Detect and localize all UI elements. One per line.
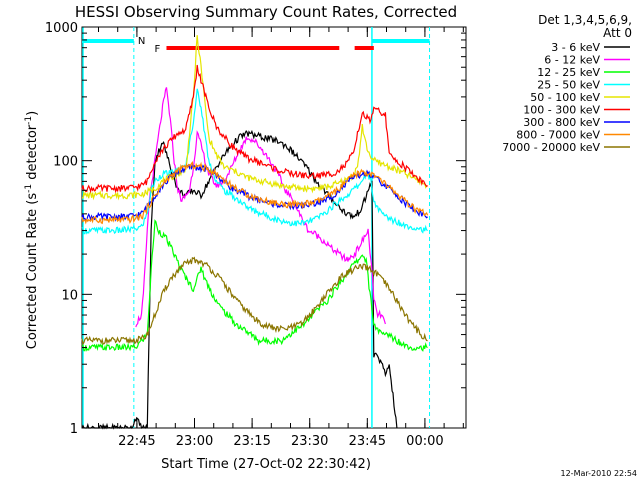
- series-line-s800_7000: [81, 161, 429, 225]
- x-tick-label: 23:45: [349, 434, 386, 449]
- legend-label-s3_6: 3 - 6 keV: [551, 41, 600, 54]
- y-label-sup1: -1: [24, 184, 34, 193]
- flare-marker-label: F: [154, 44, 160, 55]
- y-tick-label: 1: [70, 422, 78, 437]
- y-tick-label: 10: [61, 288, 78, 303]
- x-axis-label: Start Time (27-Oct-02 22:30:42): [161, 457, 371, 472]
- legend-label-s25_50: 25 - 50 keV: [537, 79, 600, 92]
- legend-label-s50_100: 50 - 100 keV: [530, 91, 600, 104]
- axis-ticks: 1 10 100 1000 22:45 23:00 23:15 23:30 23:45 00:00: [45, 21, 466, 449]
- series-lines: [81, 35, 429, 430]
- x-tick-label: 23:00: [176, 434, 213, 449]
- legend-label-s100_300: 100 - 300 keV: [523, 104, 600, 117]
- y-label-end: ): [25, 111, 40, 116]
- y-axis-label: Corrected Count Rate (s-1 detector-1): [24, 111, 40, 349]
- night-marker-label: N: [138, 36, 145, 47]
- legend-label-s800_7000: 800 - 7000 keV: [516, 129, 600, 142]
- x-tick-label: 23:15: [233, 434, 270, 449]
- x-tick-label: 23:30: [291, 434, 328, 449]
- legend-header-detectors: Det 1,3,4,5,6,9,: [538, 13, 632, 27]
- legend-label-s7000_20000: 7000 - 20000 keV: [502, 141, 600, 154]
- legend-label-s6_12: 6 - 12 keV: [544, 54, 600, 67]
- legend-label-s300_800: 300 - 800 keV: [523, 116, 600, 129]
- x-tick-label: 00:00: [406, 434, 443, 449]
- footer-timestamp: 12-Mar-2010 22:54: [561, 469, 638, 478]
- y-label-sup2: -1: [24, 116, 34, 125]
- series-line-s12_25: [81, 219, 428, 352]
- series-line-s3_6: [81, 129, 398, 430]
- series-line-s6_12: [135, 87, 386, 328]
- legend-label-s12_25: 12 - 25 keV: [537, 66, 600, 79]
- y-tick-label: 100: [53, 155, 78, 170]
- series-line-s50_100: [81, 35, 428, 201]
- legend-header-attenuator: Att 0: [603, 26, 632, 40]
- chart-title: HESSI Observing Summary Count Rates, Cor…: [75, 3, 457, 21]
- y-label-mid: detector: [25, 124, 40, 184]
- y-label-main: Corrected Count Rate (s: [25, 193, 40, 350]
- series-line-s100_300: [81, 64, 428, 194]
- x-tick-label: 22:45: [118, 434, 155, 449]
- y-tick-label: 1000: [45, 21, 78, 36]
- observing-markers: NF: [82, 27, 431, 428]
- series-line-s7000_20000: [81, 256, 428, 346]
